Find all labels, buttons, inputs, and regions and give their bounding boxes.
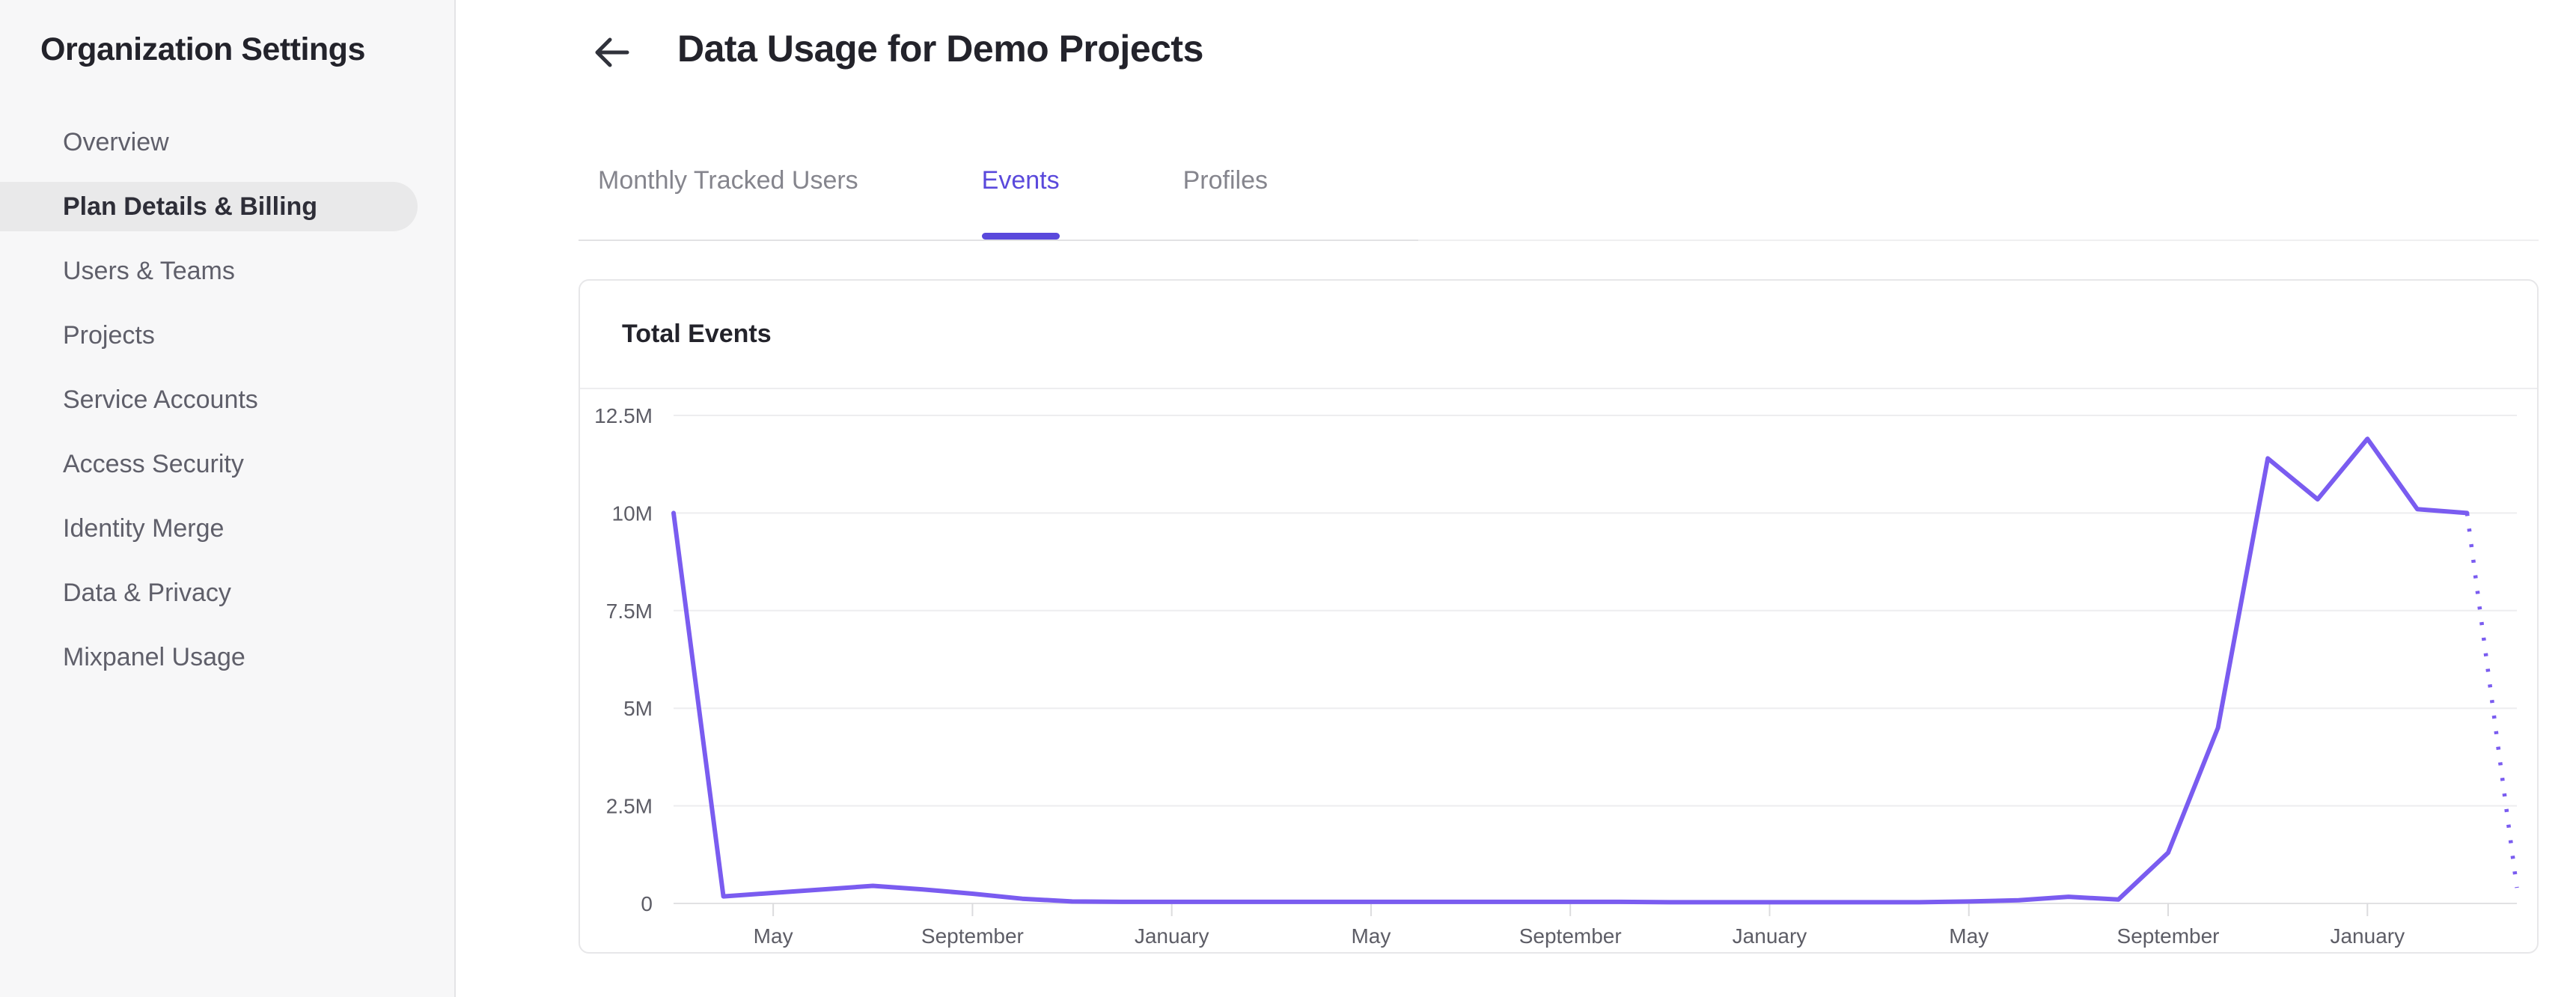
x-axis-label: September [921,924,1024,948]
tab-events[interactable]: Events [981,166,1060,195]
y-axis-label: 10M [612,501,653,525]
y-axis-label: 2.5M [606,795,653,818]
sidebar-item-service-accounts[interactable]: Service Accounts [0,375,418,424]
x-axis-label: January [1733,924,1807,948]
y-axis-label: 0 [641,892,653,915]
x-axis-label: September [2117,924,2220,948]
tabs-divider [579,240,1418,241]
x-axis-label: May [1351,924,1391,948]
card-header: Total Events [580,281,2537,389]
x-axis-label: January [2330,924,2405,948]
x-axis-label: September [1519,924,1622,948]
card-title: Total Events [622,320,772,348]
total-events-line-solid [671,436,2470,905]
back-button[interactable] [591,31,633,73]
sidebar-item-projects[interactable]: Projects [0,311,418,360]
active-tab-indicator [982,233,1060,240]
total-events-card: Total Events 0 2.5M 5M 7.5M 10M 12.5M May Septe… [579,279,2539,954]
y-axis-label: 5M [623,697,653,720]
sidebar-item-label: Projects [63,320,155,350]
sidebar-item-label: Users & Teams [63,256,235,285]
sidebar-title: Organization Settings [40,31,365,67]
tab-profiles[interactable]: Profiles [1182,166,1268,195]
x-axis-label: January [1135,924,1209,948]
sidebar-nav: Overview Plan Details & Billing Users & Te… [0,118,454,682]
sidebar-item-label: Access Security [63,449,244,478]
sidebar-item-users-teams[interactable]: Users & Teams [0,246,418,296]
total-events-line-dotted [2464,513,2519,888]
x-axis-label: May [754,924,793,948]
sidebar-item-label: Mixpanel Usage [63,642,245,671]
main-content: Data Usage for Demo Projects Monthly Tra… [456,0,2576,997]
sidebar-item-mixpanel-usage[interactable]: Mixpanel Usage [0,632,418,682]
sidebar: Organization Settings Overview Plan Detai… [0,0,456,997]
sidebar-item-overview[interactable]: Overview [0,118,418,167]
arrow-left-icon [595,37,629,67]
tab-monthly-tracked-users[interactable]: Monthly Tracked Users [598,166,858,195]
total-events-chart: 0 2.5M 5M 7.5M 10M 12.5M May September January Ma… [580,391,2537,952]
y-axis-label: 7.5M [606,600,653,623]
x-axis-label: May [1949,924,1989,948]
sidebar-item-label: Identity Merge [63,513,225,543]
sidebar-item-data-privacy[interactable]: Data & Privacy [0,568,418,618]
sidebar-item-label: Overview [63,127,169,156]
sidebar-item-label: Plan Details & Billing [63,192,318,221]
sidebar-item-label: Data & Privacy [63,578,231,607]
sidebar-item-identity-merge[interactable]: Identity Merge [0,504,418,553]
y-axis-label: 12.5M [594,404,653,427]
sidebar-item-access-security[interactable]: Access Security [0,439,418,489]
content-divider [1418,240,2539,241]
sidebar-item-plan-details-billing[interactable]: Plan Details & Billing [0,182,418,231]
tab-bar: Monthly Tracked Users Events Profiles [598,166,1268,195]
line-chart-svg: 0 2.5M 5M 7.5M 10M 12.5M May September January Ma… [594,404,2519,948]
page-title: Data Usage for Demo Projects [677,28,1203,70]
sidebar-item-label: Service Accounts [63,385,258,414]
